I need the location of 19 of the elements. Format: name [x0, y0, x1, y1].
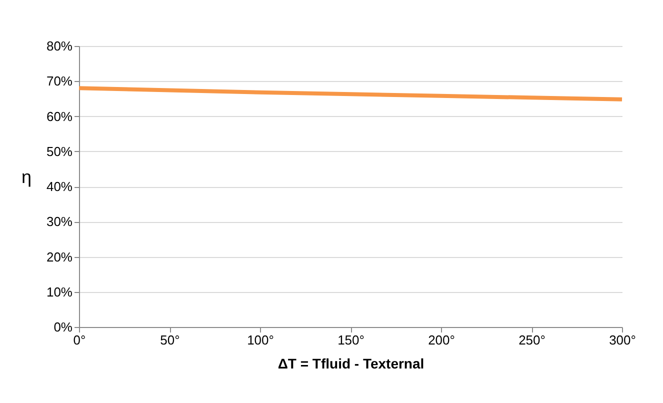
x-tick-label: 300° — [609, 332, 636, 348]
x-tick-label: 0° — [73, 332, 86, 348]
y-tick-label: 0% — [54, 320, 73, 334]
x-axis-title: ΔT = Tfluid - Texternal — [278, 356, 424, 372]
y-tick-label: 20% — [46, 249, 73, 264]
y-tick-label: 50% — [46, 144, 73, 159]
x-tick-label: 200° — [428, 332, 455, 348]
y-tick-label: 40% — [46, 179, 73, 194]
x-tick-label: 150° — [338, 332, 364, 348]
x-tick-label: 250° — [518, 332, 546, 348]
x-tick-label: 100° — [247, 332, 274, 348]
y-tick-label: 30% — [46, 214, 73, 230]
y-tick-label: 60% — [46, 108, 73, 124]
x-tick-label: 50° — [160, 332, 180, 348]
y-tick-label: 80% — [46, 38, 73, 54]
line-series — [77, 86, 624, 102]
y-tick-label: 10% — [46, 284, 73, 300]
y-tick-label: 70% — [46, 74, 73, 89]
y-axis-title: η — [21, 167, 32, 187]
